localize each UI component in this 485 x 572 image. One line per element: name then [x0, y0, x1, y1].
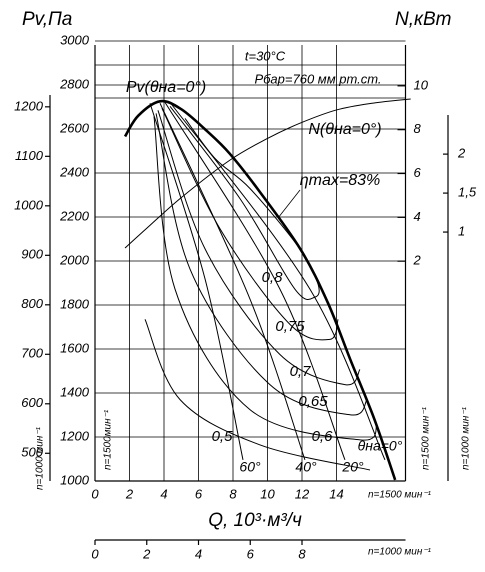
annotation: Pбар=760 мм рт.ст. — [254, 71, 381, 86]
speed-label: n=1000 мин⁻¹ — [461, 406, 472, 470]
efficiency-label: 0,75 — [275, 318, 305, 335]
y2-tick-label: 2 — [457, 146, 466, 161]
y2-tick-label: 8 — [414, 121, 422, 136]
y-tick-label: 1800 — [60, 296, 90, 311]
series-line — [123, 99, 397, 481]
y-tick-label: 2600 — [59, 120, 90, 135]
y-tick-label: 600 — [21, 395, 43, 410]
y2-tick-label: 1 — [458, 223, 465, 238]
y2-tick-label: 10 — [414, 77, 429, 92]
y-tick-label: 900 — [21, 247, 43, 262]
y2-tick-label: 4 — [414, 209, 421, 224]
y-tick-label: 2800 — [59, 76, 90, 91]
x-tick-label: 14 — [329, 486, 343, 501]
x-tick-label: 12 — [295, 486, 310, 501]
y-tick-label: 1400 — [60, 384, 90, 399]
efficiency-label: 0,8 — [262, 269, 284, 286]
blade-line — [159, 103, 306, 461]
efficiency-curve — [161, 108, 339, 341]
efficiency-curve — [169, 106, 320, 301]
x-tick-label: 6 — [195, 486, 203, 501]
y2-tick-label: 2 — [413, 253, 422, 268]
y-tick-label: 1000 — [60, 472, 90, 487]
y-tick-label: 500 — [21, 445, 43, 460]
y-tick-label: 800 — [21, 296, 43, 311]
x-tick-label: 4 — [195, 546, 202, 561]
x-tick-label: 2 — [125, 486, 134, 501]
y2-tick-label: 6 — [414, 165, 422, 180]
y-tick-label: 1000 — [14, 197, 44, 212]
x-tick-label: 6 — [247, 546, 255, 561]
x-tick-label: 8 — [298, 546, 306, 561]
efficiency-curve — [144, 319, 371, 471]
blade-label: θна=0° — [358, 438, 403, 454]
annotation: ηmax=83% — [300, 172, 380, 189]
y-axis-label: Pv,Па — [22, 9, 72, 30]
y-tick-label: 1200 — [60, 428, 90, 443]
x-tick-label: 10 — [260, 486, 275, 501]
y-tick-label: 2200 — [59, 208, 90, 223]
x-tick-label: 4 — [160, 486, 167, 501]
blade-line — [169, 102, 386, 461]
efficiency-label: 0,7 — [290, 363, 312, 380]
blade-label: 20° — [341, 459, 364, 475]
y-tick-label: 1600 — [60, 340, 90, 355]
blade-label: 60° — [239, 459, 261, 475]
speed-label: n=1000 мин⁻¹ — [368, 547, 432, 558]
y2-axis-label: N,кВт — [395, 9, 451, 30]
speed-label: n=1500 мин⁻¹ — [368, 490, 432, 501]
blade-line — [164, 102, 346, 461]
x-tick-label: 0 — [91, 546, 99, 561]
y-tick-label: 3000 — [60, 32, 90, 47]
annotation: t=30°C — [245, 48, 286, 63]
blade-label: 40° — [295, 459, 317, 475]
y-tick-label: 2400 — [59, 164, 90, 179]
y-tick-label: 700 — [21, 346, 43, 361]
efficiency-curve — [157, 110, 361, 386]
y2-tick-label: 1,5 — [458, 185, 477, 200]
efficiency-label: 0,65 — [298, 393, 328, 410]
y-tick-label: 1200 — [14, 98, 44, 113]
leader-line — [277, 189, 301, 219]
speed-label: n=1500 мин⁻¹ — [421, 406, 432, 470]
speed-label: n=1000 мин⁻¹ — [35, 426, 46, 490]
annotation: Pv(θна=0°) — [126, 79, 206, 96]
efficiency-label: 0,5 — [212, 428, 234, 445]
blade-line — [149, 103, 244, 460]
efficiency-label: 0,6 — [312, 428, 334, 445]
x-tick-label: 8 — [229, 486, 237, 501]
y-tick-label: 2000 — [59, 252, 90, 267]
y-tick-label: 1100 — [15, 148, 44, 163]
speed-label: n=1500мин⁻¹ — [103, 409, 114, 470]
x-tick-label: 0 — [91, 486, 99, 501]
x-tick-label: 2 — [142, 546, 151, 561]
efficiency-curve — [155, 113, 368, 416]
annotation: N(θна=0°) — [308, 121, 381, 138]
series-line — [124, 98, 411, 249]
x-axis-label: Q, 10³·м³/ч — [208, 510, 302, 531]
